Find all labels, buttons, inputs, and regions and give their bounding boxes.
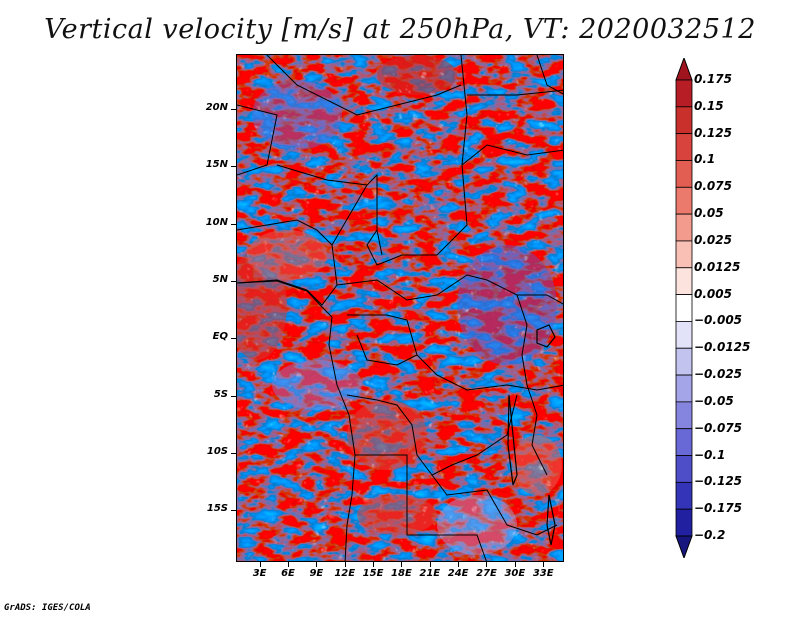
colorbar-level-label: −0.2 — [694, 528, 726, 542]
colorbar-max-arrow — [675, 58, 693, 81]
colorbar-segment — [675, 79, 693, 108]
colorbar-segment — [675, 428, 693, 456]
colorbar-level-label: −0.075 — [694, 420, 743, 435]
lon-tick-label: 33E — [532, 568, 554, 579]
lat-tick — [231, 338, 236, 340]
lon-tick — [401, 562, 403, 567]
colorbar-level-label: 0.05 — [694, 206, 724, 221]
colorbar-segment — [675, 374, 693, 403]
grads-credit: GrADS: IGES/COLA — [4, 603, 91, 613]
colorbar-level-label: −0.0125 — [694, 340, 751, 355]
colorbar-segment — [675, 321, 693, 349]
lon-tick-label: 9E — [309, 568, 324, 579]
lon-tick-label: 3E — [252, 568, 267, 579]
lon-tick — [486, 562, 488, 567]
colorbar-segment — [675, 133, 693, 161]
lon-tick — [514, 562, 516, 567]
lat-tick-label: 10N — [205, 216, 228, 228]
colorbar-segment — [675, 347, 693, 376]
colorbar-level-label: 0.005 — [694, 286, 732, 301]
colorbar-segment — [675, 186, 693, 215]
colorbar-segment — [675, 481, 693, 510]
lat-tick — [231, 109, 236, 111]
colorbar-segment — [675, 455, 693, 483]
colorbar-segment — [675, 160, 693, 188]
colorbar-level-label: −0.005 — [694, 313, 743, 328]
lat-tick-label: 15N — [205, 159, 228, 171]
lat-tick-label: 5S — [213, 388, 228, 400]
lat-tick — [231, 395, 236, 397]
lon-tick-label: 24E — [447, 568, 469, 579]
colorbar-level-label: −0.05 — [694, 393, 734, 408]
lat-tick — [231, 281, 236, 283]
colorbar-segment — [675, 213, 693, 242]
lon-tick — [429, 562, 431, 567]
map-panel — [236, 54, 564, 562]
chart-title: Vertical velocity [m/s] at 250hPa, VT: 2… — [44, 14, 756, 45]
colorbar-segment — [675, 401, 693, 430]
colorbar-segment — [675, 106, 693, 135]
lat-tick-label: EQ — [212, 331, 228, 343]
colorbar-min-arrow — [675, 535, 693, 558]
colorbar-level-label: −0.125 — [694, 474, 743, 489]
lon-tick-label: 12E — [334, 568, 356, 579]
vertical-velocity-field — [237, 55, 563, 561]
colorbar-segment — [675, 294, 693, 322]
colorbar-level-label: 0.15 — [694, 98, 724, 113]
colorbar-level-label: −0.025 — [694, 367, 743, 382]
colorbar-level-label: 0.025 — [694, 232, 732, 247]
lon-tick — [373, 562, 375, 567]
lat-tick — [231, 510, 236, 512]
colorbar-level-label: −0.175 — [694, 501, 743, 516]
lake-outlines — [507, 324, 556, 546]
colorbar — [675, 58, 693, 558]
lon-tick-label: 21E — [419, 568, 441, 579]
lon-tick — [316, 562, 318, 567]
lon-tick-label: 18E — [391, 568, 412, 579]
colorbar-level-label: 0.0125 — [694, 259, 741, 274]
colorbar-segment — [675, 267, 693, 295]
country-borders — [237, 55, 563, 561]
colorbar-segment — [675, 240, 693, 269]
lat-tick-label: 10S — [206, 446, 228, 458]
lon-tick-label: 15E — [362, 568, 384, 579]
colorbar-level-label: 0.1 — [694, 152, 716, 167]
colorbar-segment — [675, 508, 693, 537]
lon-tick — [259, 562, 261, 567]
lon-tick — [458, 562, 460, 567]
colorbar-level-label: 0.175 — [694, 72, 732, 86]
colorbar-level-label: 0.125 — [694, 125, 732, 140]
lon-tick — [344, 562, 346, 567]
lon-tick — [287, 562, 289, 567]
lat-tick-label: 20N — [205, 102, 228, 114]
lon-tick — [543, 562, 545, 567]
lat-tick-label: 15S — [206, 503, 228, 515]
colorbar-level-label: −0.1 — [694, 447, 726, 462]
lat-tick — [231, 453, 236, 455]
lat-tick — [231, 223, 236, 225]
lat-tick-label: 5N — [212, 274, 228, 286]
lat-tick — [231, 166, 236, 168]
colorbar-level-label: 0.075 — [694, 179, 732, 194]
lon-tick-label: 6E — [281, 568, 295, 579]
lon-tick-label: 30E — [504, 568, 526, 579]
lon-tick-label: 27E — [476, 568, 497, 579]
